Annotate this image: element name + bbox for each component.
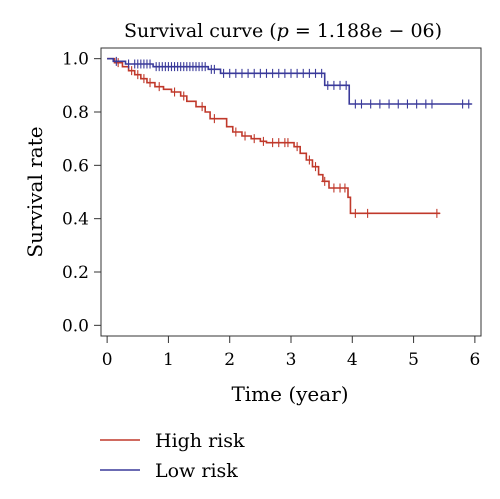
chart-title-p: p [277, 20, 289, 42]
y-tick-label: 0.0 [62, 316, 89, 336]
censor-mark-low-risk [367, 99, 375, 109]
censor-mark-low-risk [293, 68, 301, 78]
x-tick-label: 5 [408, 350, 419, 370]
chart-title: Survival curve (p = 1.188e − 06) [124, 20, 442, 42]
censor-mark-high-risk [305, 155, 313, 165]
y-tick-label: 0.8 [62, 103, 89, 123]
censor-mark-low-risk [244, 68, 252, 78]
chart-title-prefix: Survival curve ( [124, 20, 277, 42]
censor-mark-low-risk [232, 68, 240, 78]
legend-label-low-risk: Low risk [155, 460, 238, 482]
censor-mark-low-risk [357, 99, 365, 109]
censor-mark-high-risk [312, 162, 320, 172]
censor-mark-low-risk [125, 59, 133, 69]
legend: High risk Low risk [100, 430, 245, 482]
censor-mark-low-risk [312, 68, 320, 78]
censor-mark-low-risk [262, 68, 270, 78]
y-tick-label: 1.0 [62, 50, 89, 70]
x-tick-label: 4 [347, 350, 358, 370]
censor-mark-high-risk [114, 58, 122, 68]
censor-mark-low-risk [287, 68, 295, 78]
series-layer [107, 56, 473, 218]
censor-mark-low-risk [299, 68, 307, 78]
censor-mark-high-risk [330, 183, 338, 193]
censor-mark-low-risk [422, 99, 430, 109]
censor-mark-high-risk [241, 131, 249, 141]
censor-mark-high-risk [171, 87, 179, 97]
censor-mark-high-risk [198, 102, 206, 112]
censor-mark-low-risk [318, 68, 326, 78]
censor-mark-high-risk [341, 183, 349, 193]
censor-mark-high-risk [351, 208, 359, 218]
series-line-high-risk [107, 57, 440, 215]
chart-title-suffix: = 1.188e − 06) [289, 20, 442, 42]
y-tick-label: 0.6 [62, 156, 89, 176]
x-tick-label: 2 [224, 350, 235, 370]
censor-mark-high-risk [134, 70, 142, 80]
censor-mark-low-risk [385, 99, 393, 109]
censor-mark-high-risk [433, 208, 441, 218]
censor-mark-low-risk [465, 99, 473, 109]
censor-mark-low-risk [394, 99, 402, 109]
censor-mark-low-risk [256, 68, 264, 78]
x-tick-label: 6 [469, 350, 480, 370]
censor-mark-low-risk [281, 68, 289, 78]
censor-mark-low-risk [428, 99, 436, 109]
censor-mark-high-risk [269, 138, 277, 148]
censor-mark-low-risk [201, 62, 209, 72]
censor-mark-low-risk [269, 68, 277, 78]
x-tick-label: 3 [286, 350, 297, 370]
x-axis-label: Time (year) [231, 382, 348, 406]
censor-mark-low-risk [238, 68, 246, 78]
y-axis: 0.0 0.2 0.4 0.6 0.8 1.0 [62, 50, 101, 336]
censor-mark-low-risk [324, 80, 332, 90]
censor-mark-low-risk [351, 99, 359, 109]
plot-frame [100, 47, 482, 337]
censor-mark-low-risk [146, 59, 154, 69]
censor-mark-high-risk [250, 134, 258, 144]
censor-mark-high-risk [321, 176, 329, 186]
censor-mark-low-risk [305, 68, 313, 78]
censor-mark-low-risk [275, 68, 283, 78]
censor-mark-low-risk [413, 99, 421, 109]
censor-mark-high-risk [140, 74, 148, 84]
censor-mark-low-risk [336, 80, 344, 90]
censor-mark-low-risk [330, 80, 338, 90]
censor-mark-low-risk [220, 68, 228, 78]
y-tick-label: 0.2 [62, 263, 89, 283]
censor-mark-low-risk [112, 56, 120, 66]
x-tick-label: 0 [102, 350, 113, 370]
censor-mark-high-risk [293, 142, 301, 152]
censor-mark-high-risk [146, 78, 154, 88]
censor-mark-high-risk [210, 114, 218, 124]
censor-mark-low-risk [376, 99, 384, 109]
censor-mark-low-risk [459, 99, 467, 109]
censor-mark-high-risk [259, 136, 267, 146]
x-tick-label: 1 [163, 350, 174, 370]
censor-mark-high-risk [364, 208, 372, 218]
censor-mark-low-risk [342, 80, 350, 90]
legend-label-high-risk: High risk [155, 430, 245, 452]
y-axis-label: Survival rate [23, 126, 47, 257]
censor-mark-low-risk [210, 64, 218, 74]
censor-mark-high-risk [180, 91, 188, 101]
censor-mark-high-risk [232, 127, 240, 137]
censor-mark-high-risk [128, 66, 136, 76]
censor-mark-high-risk [275, 138, 283, 148]
censor-mark-high-risk [155, 82, 163, 92]
censor-mark-low-risk [250, 68, 258, 78]
y-tick-label: 0.4 [62, 210, 89, 230]
censor-mark-high-risk [284, 138, 292, 148]
censor-mark-low-risk [226, 68, 234, 78]
x-axis: 0 1 2 3 4 5 6 [102, 336, 480, 370]
censor-mark-low-risk [403, 99, 411, 109]
